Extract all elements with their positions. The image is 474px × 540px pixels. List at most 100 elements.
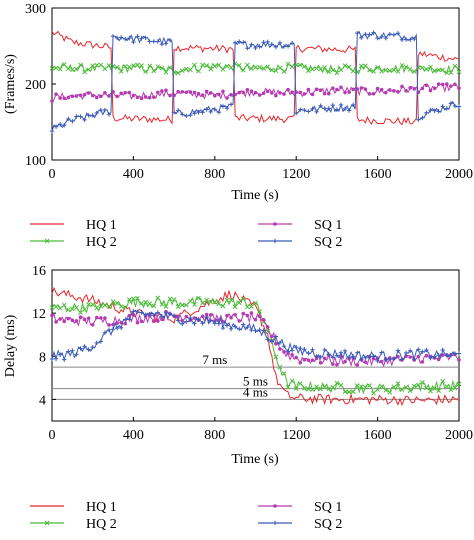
data-point bbox=[188, 112, 193, 118]
data-point bbox=[249, 66, 254, 72]
data-point bbox=[314, 66, 319, 71]
data-point bbox=[420, 86, 425, 91]
ticks-bottom: 0 400 800 1200 1600 2000 4 8 12 16 bbox=[32, 264, 473, 443]
data-point bbox=[334, 70, 340, 76]
data-point bbox=[289, 378, 295, 384]
data-point bbox=[269, 67, 275, 73]
data-point bbox=[90, 345, 95, 350]
series-hq-1 bbox=[51, 286, 460, 407]
data-point bbox=[359, 357, 364, 363]
data-point bbox=[379, 68, 385, 74]
data-point bbox=[65, 307, 71, 313]
data-point bbox=[363, 384, 368, 390]
data-point bbox=[294, 355, 299, 360]
data-point bbox=[367, 354, 372, 360]
data-point bbox=[411, 69, 417, 74]
data-point bbox=[391, 67, 397, 73]
data-point bbox=[159, 42, 165, 47]
data-point bbox=[94, 315, 99, 320]
data-point bbox=[355, 30, 360, 36]
data-point bbox=[58, 96, 62, 100]
data-point bbox=[424, 347, 429, 353]
data-point bbox=[400, 84, 404, 89]
data-point bbox=[200, 93, 205, 97]
data-point bbox=[428, 88, 433, 93]
data-point bbox=[407, 348, 413, 353]
data-point bbox=[456, 69, 462, 75]
data-point bbox=[350, 354, 356, 359]
data-point bbox=[225, 96, 229, 100]
data-point bbox=[175, 304, 181, 309]
data-point bbox=[241, 322, 246, 327]
data-point bbox=[237, 319, 242, 323]
data-point bbox=[335, 87, 339, 92]
data-point bbox=[135, 34, 140, 39]
data-point bbox=[249, 42, 254, 47]
data-point bbox=[115, 321, 119, 325]
data-point bbox=[74, 114, 79, 119]
data-point bbox=[274, 342, 278, 346]
data-point bbox=[200, 321, 205, 326]
data-point bbox=[338, 67, 344, 73]
series-bottom bbox=[49, 286, 462, 407]
data-point bbox=[298, 360, 303, 365]
data-point bbox=[212, 107, 217, 112]
data-point bbox=[139, 96, 144, 101]
reference-line-label: 4 ms bbox=[243, 384, 268, 399]
data-point bbox=[306, 109, 311, 114]
data-point bbox=[196, 110, 201, 115]
data-point bbox=[339, 85, 343, 90]
data-point bbox=[139, 319, 144, 324]
data-point bbox=[224, 63, 230, 69]
data-point bbox=[286, 87, 290, 92]
data-point bbox=[331, 362, 335, 366]
data-point bbox=[204, 107, 209, 112]
data-point bbox=[78, 93, 83, 98]
legend-marker bbox=[272, 238, 278, 244]
data-point bbox=[249, 304, 254, 309]
y-tick-label: 300 bbox=[25, 2, 46, 17]
data-point bbox=[192, 316, 197, 320]
data-point bbox=[457, 86, 461, 90]
data-point bbox=[379, 87, 384, 92]
data-point bbox=[269, 42, 274, 47]
data-point bbox=[103, 90, 107, 95]
data-point bbox=[233, 312, 237, 317]
data-point bbox=[159, 65, 165, 71]
data-point bbox=[379, 350, 384, 355]
data-point bbox=[123, 317, 128, 322]
data-point bbox=[82, 344, 87, 349]
data-point bbox=[139, 310, 144, 315]
x-tick-label: 800 bbox=[204, 428, 225, 443]
data-point bbox=[82, 307, 87, 312]
data-point bbox=[387, 356, 393, 362]
x-tick-label: 0 bbox=[49, 167, 56, 182]
y-tick-label: 8 bbox=[39, 350, 46, 365]
series-line bbox=[51, 30, 460, 126]
data-point bbox=[86, 113, 91, 118]
data-point bbox=[122, 63, 128, 69]
data-point bbox=[241, 90, 246, 95]
data-point bbox=[420, 65, 425, 71]
data-point bbox=[403, 64, 409, 70]
data-point bbox=[86, 316, 91, 321]
data-point bbox=[282, 92, 286, 96]
data-point bbox=[277, 340, 283, 346]
data-point bbox=[188, 90, 193, 94]
data-point bbox=[70, 348, 75, 353]
data-point bbox=[62, 319, 67, 324]
data-point bbox=[253, 45, 258, 51]
data-point bbox=[289, 40, 295, 46]
y-tick-label: 12 bbox=[32, 307, 46, 322]
data-point bbox=[253, 317, 258, 322]
data-point bbox=[407, 37, 413, 42]
data-point bbox=[216, 301, 222, 307]
data-point bbox=[412, 356, 417, 362]
data-point bbox=[420, 115, 425, 121]
legend-label: HQ 1 bbox=[86, 218, 117, 233]
data-point bbox=[290, 353, 294, 357]
data-point bbox=[314, 384, 319, 390]
x-tick-label: 1200 bbox=[282, 428, 310, 443]
data-point bbox=[346, 355, 352, 360]
data-point bbox=[99, 316, 103, 320]
